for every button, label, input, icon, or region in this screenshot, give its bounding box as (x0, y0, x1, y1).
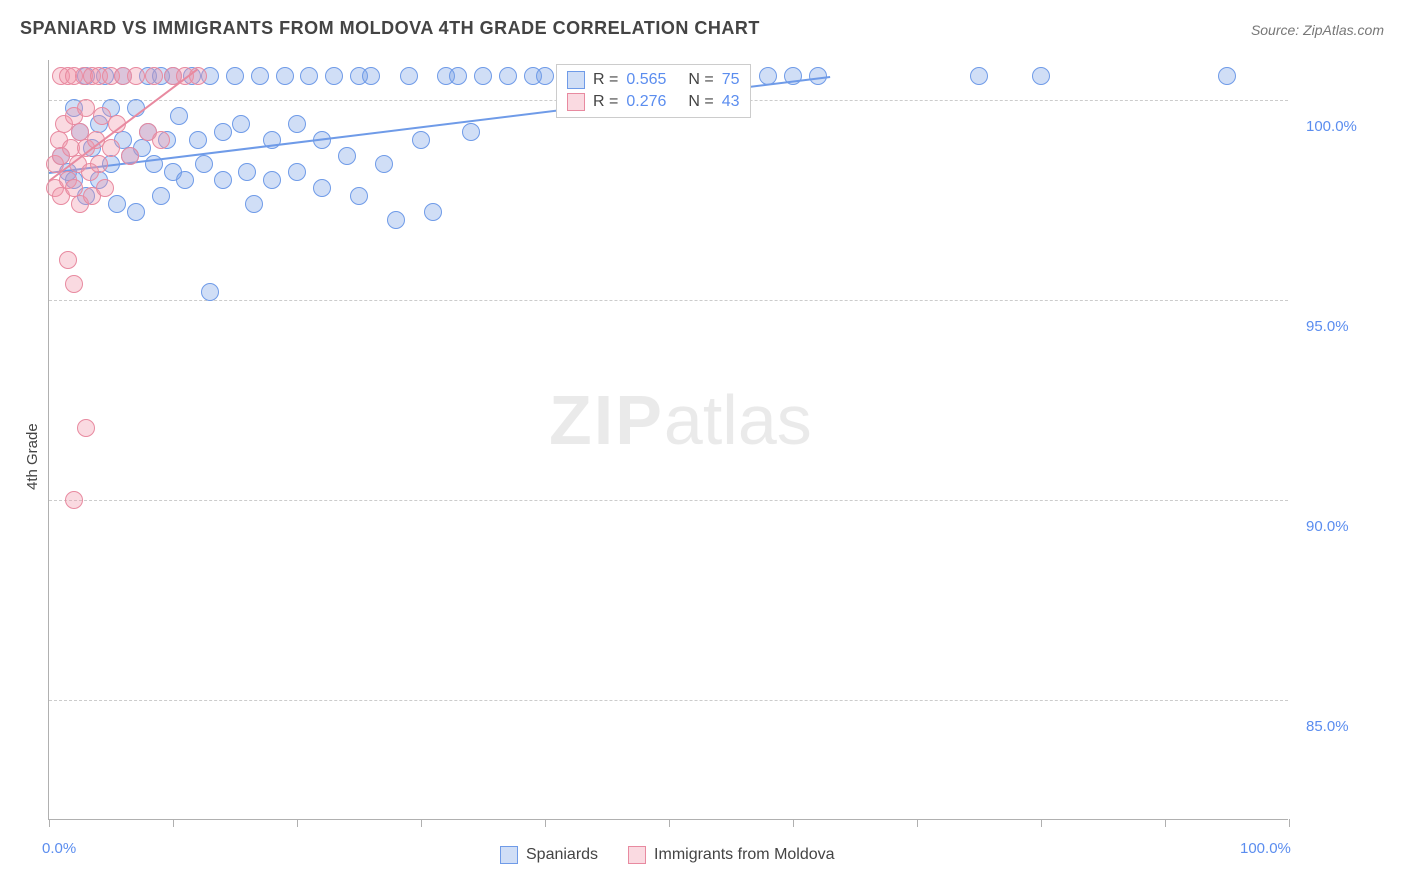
gridline-h (49, 500, 1288, 501)
legend-label: Spaniards (526, 846, 598, 864)
watermark-rest: atlas (664, 381, 812, 459)
scatter-marker (1218, 67, 1236, 85)
legend-swatch (567, 93, 585, 111)
scatter-marker (362, 67, 380, 85)
stats-n-label: N = (688, 93, 713, 111)
scatter-marker (214, 171, 232, 189)
scatter-marker (102, 139, 120, 157)
scatter-marker (338, 147, 356, 165)
legend-label: Immigrants from Moldova (654, 846, 835, 864)
scatter-marker (536, 67, 554, 85)
y-tick-label: 85.0% (1306, 718, 1349, 735)
legend: Spaniards Immigrants from Moldova (500, 846, 835, 864)
scatter-marker (176, 171, 194, 189)
scatter-marker (201, 283, 219, 301)
x-tick (669, 819, 670, 827)
scatter-marker (59, 251, 77, 269)
x-tick (545, 819, 546, 827)
watermark: ZIPatlas (549, 380, 812, 460)
stats-r-value: 0.565 (626, 71, 666, 89)
watermark-zip: ZIP (549, 381, 664, 459)
scatter-marker (424, 203, 442, 221)
scatter-marker (1032, 67, 1050, 85)
legend-swatch (567, 71, 585, 89)
x-tick (297, 819, 298, 827)
scatter-marker (108, 195, 126, 213)
scatter-marker (65, 275, 83, 293)
x-tick (1041, 819, 1042, 827)
scatter-marker (375, 155, 393, 173)
scatter-marker (145, 67, 163, 85)
x-tick (793, 819, 794, 827)
legend-item: Immigrants from Moldova (628, 846, 835, 864)
x-tick (917, 819, 918, 827)
scatter-marker (263, 171, 281, 189)
stats-n-value: 75 (722, 71, 740, 89)
scatter-marker (462, 123, 480, 141)
y-tick-label: 100.0% (1306, 118, 1357, 135)
stats-n-value: 43 (722, 93, 740, 111)
scatter-marker (189, 131, 207, 149)
stats-row: R = 0.276 N = 43 (563, 91, 744, 113)
scatter-marker (387, 211, 405, 229)
y-axis-label: 4th Grade (24, 423, 41, 490)
x-tick-label: 100.0% (1240, 840, 1291, 857)
scatter-marker (127, 203, 145, 221)
scatter-marker (245, 195, 263, 213)
scatter-marker (276, 67, 294, 85)
stats-n-label: N = (688, 71, 713, 89)
x-tick-label: 0.0% (42, 840, 76, 857)
gridline-h (49, 300, 1288, 301)
correlation-stats-box: R = 0.565 N = 75 R = 0.276 N = 43 (556, 64, 751, 118)
stats-row: R = 0.565 N = 75 (563, 69, 744, 91)
scatter-marker (238, 163, 256, 181)
scatter-marker (313, 179, 331, 197)
scatter-marker (65, 491, 83, 509)
legend-swatch (500, 846, 518, 864)
legend-swatch (628, 846, 646, 864)
scatter-marker (127, 67, 145, 85)
scatter-marker (77, 419, 95, 437)
scatter-marker (251, 67, 269, 85)
scatter-marker (226, 67, 244, 85)
scatter-marker (325, 67, 343, 85)
scatter-marker (350, 187, 368, 205)
scatter-marker (90, 155, 108, 173)
scatter-marker (474, 67, 492, 85)
x-tick (1165, 819, 1166, 827)
y-tick-label: 90.0% (1306, 518, 1349, 535)
legend-item: Spaniards (500, 846, 598, 864)
scatter-marker (195, 155, 213, 173)
scatter-marker (214, 123, 232, 141)
scatter-plot-area: ZIPatlas (48, 60, 1288, 820)
scatter-marker (121, 147, 139, 165)
scatter-marker (170, 107, 188, 125)
scatter-marker (96, 179, 114, 197)
chart-title: SPANIARD VS IMMIGRANTS FROM MOLDOVA 4TH … (20, 18, 760, 39)
scatter-marker (970, 67, 988, 85)
scatter-marker (288, 163, 306, 181)
scatter-marker (300, 67, 318, 85)
scatter-marker (449, 67, 467, 85)
stats-r-label: R = (593, 93, 618, 111)
scatter-marker (412, 131, 430, 149)
x-tick (49, 819, 50, 827)
stats-r-value: 0.276 (626, 93, 666, 111)
scatter-marker (400, 67, 418, 85)
gridline-h (49, 700, 1288, 701)
stats-r-label: R = (593, 71, 618, 89)
source-credit: Source: ZipAtlas.com (1251, 22, 1384, 38)
scatter-marker (152, 131, 170, 149)
x-tick (421, 819, 422, 827)
scatter-marker (288, 115, 306, 133)
y-tick-label: 95.0% (1306, 318, 1349, 335)
scatter-marker (152, 187, 170, 205)
scatter-marker (499, 67, 517, 85)
scatter-marker (232, 115, 250, 133)
x-tick (173, 819, 174, 827)
x-tick (1289, 819, 1290, 827)
